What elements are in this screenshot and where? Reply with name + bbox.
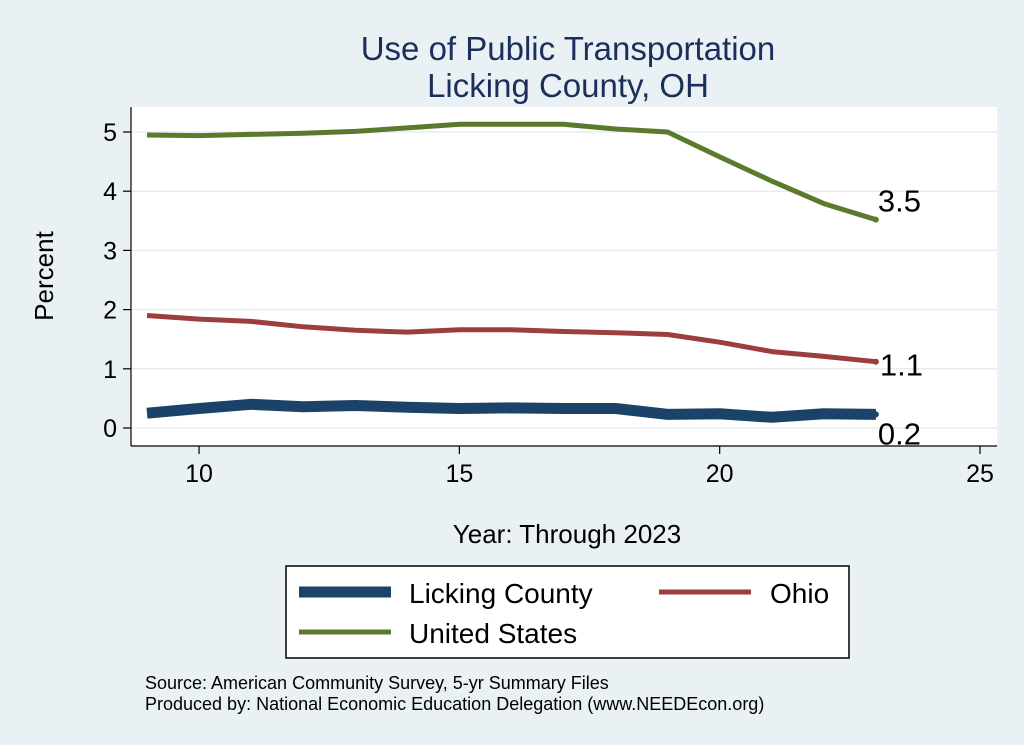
y-tick-label-2: 2 [103, 297, 117, 325]
legend-label-united-states: United States [409, 618, 577, 649]
end-point-ohio [872, 358, 879, 365]
y-axis-label: Percent [29, 230, 59, 320]
produced-by-note: Produced by: National Economic Education… [145, 694, 764, 714]
end-labels: 0.2 1.1 3.5 [878, 184, 923, 452]
legend-label-ohio: Ohio [770, 578, 829, 609]
legend-label-licking-county: Licking County [409, 578, 593, 609]
chart-title-line-2: Licking County, OH [427, 67, 709, 104]
end-label-ohio: 1.1 [880, 348, 923, 383]
legend: Licking County Ohio United States [285, 565, 850, 659]
x-axis-label: Year: Through 2023 [453, 519, 681, 549]
axes: 0 1 2 3 4 5 10 15 20 25 [103, 107, 997, 488]
y-tick-label-4: 4 [103, 178, 117, 206]
y-tick-label-0: 0 [103, 415, 117, 443]
y-tick-label-3: 3 [103, 237, 117, 265]
plot-area [131, 107, 997, 446]
x-tick-label-15: 15 [445, 460, 473, 488]
series-line-united-states [146, 121, 877, 222]
y-tick-label-1: 1 [103, 356, 117, 384]
chart-title-line-1: Use of Public Transportation [361, 30, 776, 67]
end-point-licking-county [872, 411, 879, 418]
series-lines [146, 121, 879, 423]
legend-box [285, 565, 850, 659]
end-label-licking-county: 0.2 [878, 416, 921, 451]
y-tick-label-5: 5 [103, 119, 117, 147]
series-line-ohio [146, 313, 877, 365]
x-tick-label-20: 20 [706, 460, 734, 488]
source-note: Source: American Community Survey, 5-yr … [145, 673, 609, 693]
x-tick-label-10: 10 [185, 460, 213, 488]
end-point-united-states [872, 216, 879, 223]
series-line-licking-county [146, 398, 876, 423]
x-tick-label-25: 25 [966, 460, 994, 488]
end-label-united-states: 3.5 [878, 184, 921, 219]
